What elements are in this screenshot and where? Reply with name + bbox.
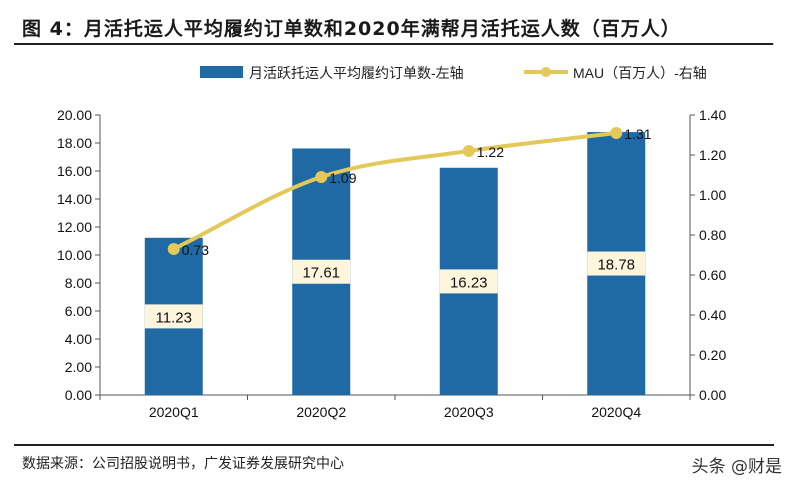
bottom-rule <box>14 444 774 446</box>
right-tick-label: 1.00 <box>699 187 726 203</box>
legend-bar-label: 月活跃托运人平均履约订单数-左轴 <box>249 65 464 81</box>
bar-label: 18.78 <box>597 257 635 274</box>
right-tick-label: 0.00 <box>699 387 726 403</box>
right-tick-label: 0.20 <box>699 347 726 363</box>
watermark: 头条 @财是 <box>691 457 782 477</box>
bar-label: 17.61 <box>302 265 340 282</box>
x-tick-label: 2020Q3 <box>444 404 494 420</box>
left-tick-label: 20.00 <box>57 107 92 123</box>
top-rule <box>14 43 774 45</box>
legend-bar-swatch <box>200 66 243 78</box>
x-tick-label: 2020Q1 <box>149 404 199 420</box>
source-note: 数据来源：公司招股说明书，广发证券发展研究中心 <box>22 456 344 472</box>
x-tick-label: 2020Q2 <box>296 404 346 420</box>
mau-point-2020Q3 <box>462 145 475 157</box>
legend-line-label: MAU（百万人）-右轴 <box>573 65 707 81</box>
legend: 月活跃托运人平均履约订单数-左轴 MAU（百万人）-右轴 <box>200 65 707 81</box>
left-tick-label: 14.00 <box>57 191 92 207</box>
bar-label: 11.23 <box>156 309 192 326</box>
right-tick-label: 1.20 <box>699 147 726 163</box>
bar-label-box <box>292 259 351 284</box>
left-tick-label: 8.00 <box>65 275 92 291</box>
left-tick-label: 12.00 <box>57 219 92 235</box>
mau-label: 1.22 <box>477 144 504 160</box>
mau-line <box>172 131 617 251</box>
legend-line-marker <box>541 67 551 77</box>
mau-label: 1.31 <box>624 126 651 142</box>
left-tick-label: 6.00 <box>65 303 92 319</box>
mau-label: 1.09 <box>329 170 356 186</box>
x-tick-label: 2020Q4 <box>591 404 641 420</box>
right-tick-label: 1.40 <box>699 107 726 123</box>
mau-point-2020Q4 <box>610 127 623 139</box>
left-tick-label: 0.00 <box>65 387 92 403</box>
mau-label: 0.73 <box>182 242 209 258</box>
right-tick-label: 0.60 <box>699 267 726 283</box>
left-tick-label: 2.00 <box>65 359 92 375</box>
left-tick-label: 10.00 <box>57 247 92 263</box>
bar-label: 16.23 <box>450 274 488 291</box>
mau-point-2020Q2 <box>315 171 328 183</box>
right-tick-label: 0.40 <box>699 307 726 323</box>
right-tick-label: 0.80 <box>699 227 726 243</box>
figure-title: 图 4：月活托运人平均履约订单数和2020年满帮月活托运人数（百万人） <box>22 18 681 40</box>
bar-label-box <box>587 251 646 276</box>
mau-point-2020Q1 <box>167 243 180 255</box>
left-tick-label: 4.00 <box>65 331 92 347</box>
left-tick-label: 16.00 <box>57 163 92 179</box>
left-tick-label: 18.00 <box>57 135 92 151</box>
bar-label-box <box>439 269 498 294</box>
bar-label-box <box>144 304 203 329</box>
